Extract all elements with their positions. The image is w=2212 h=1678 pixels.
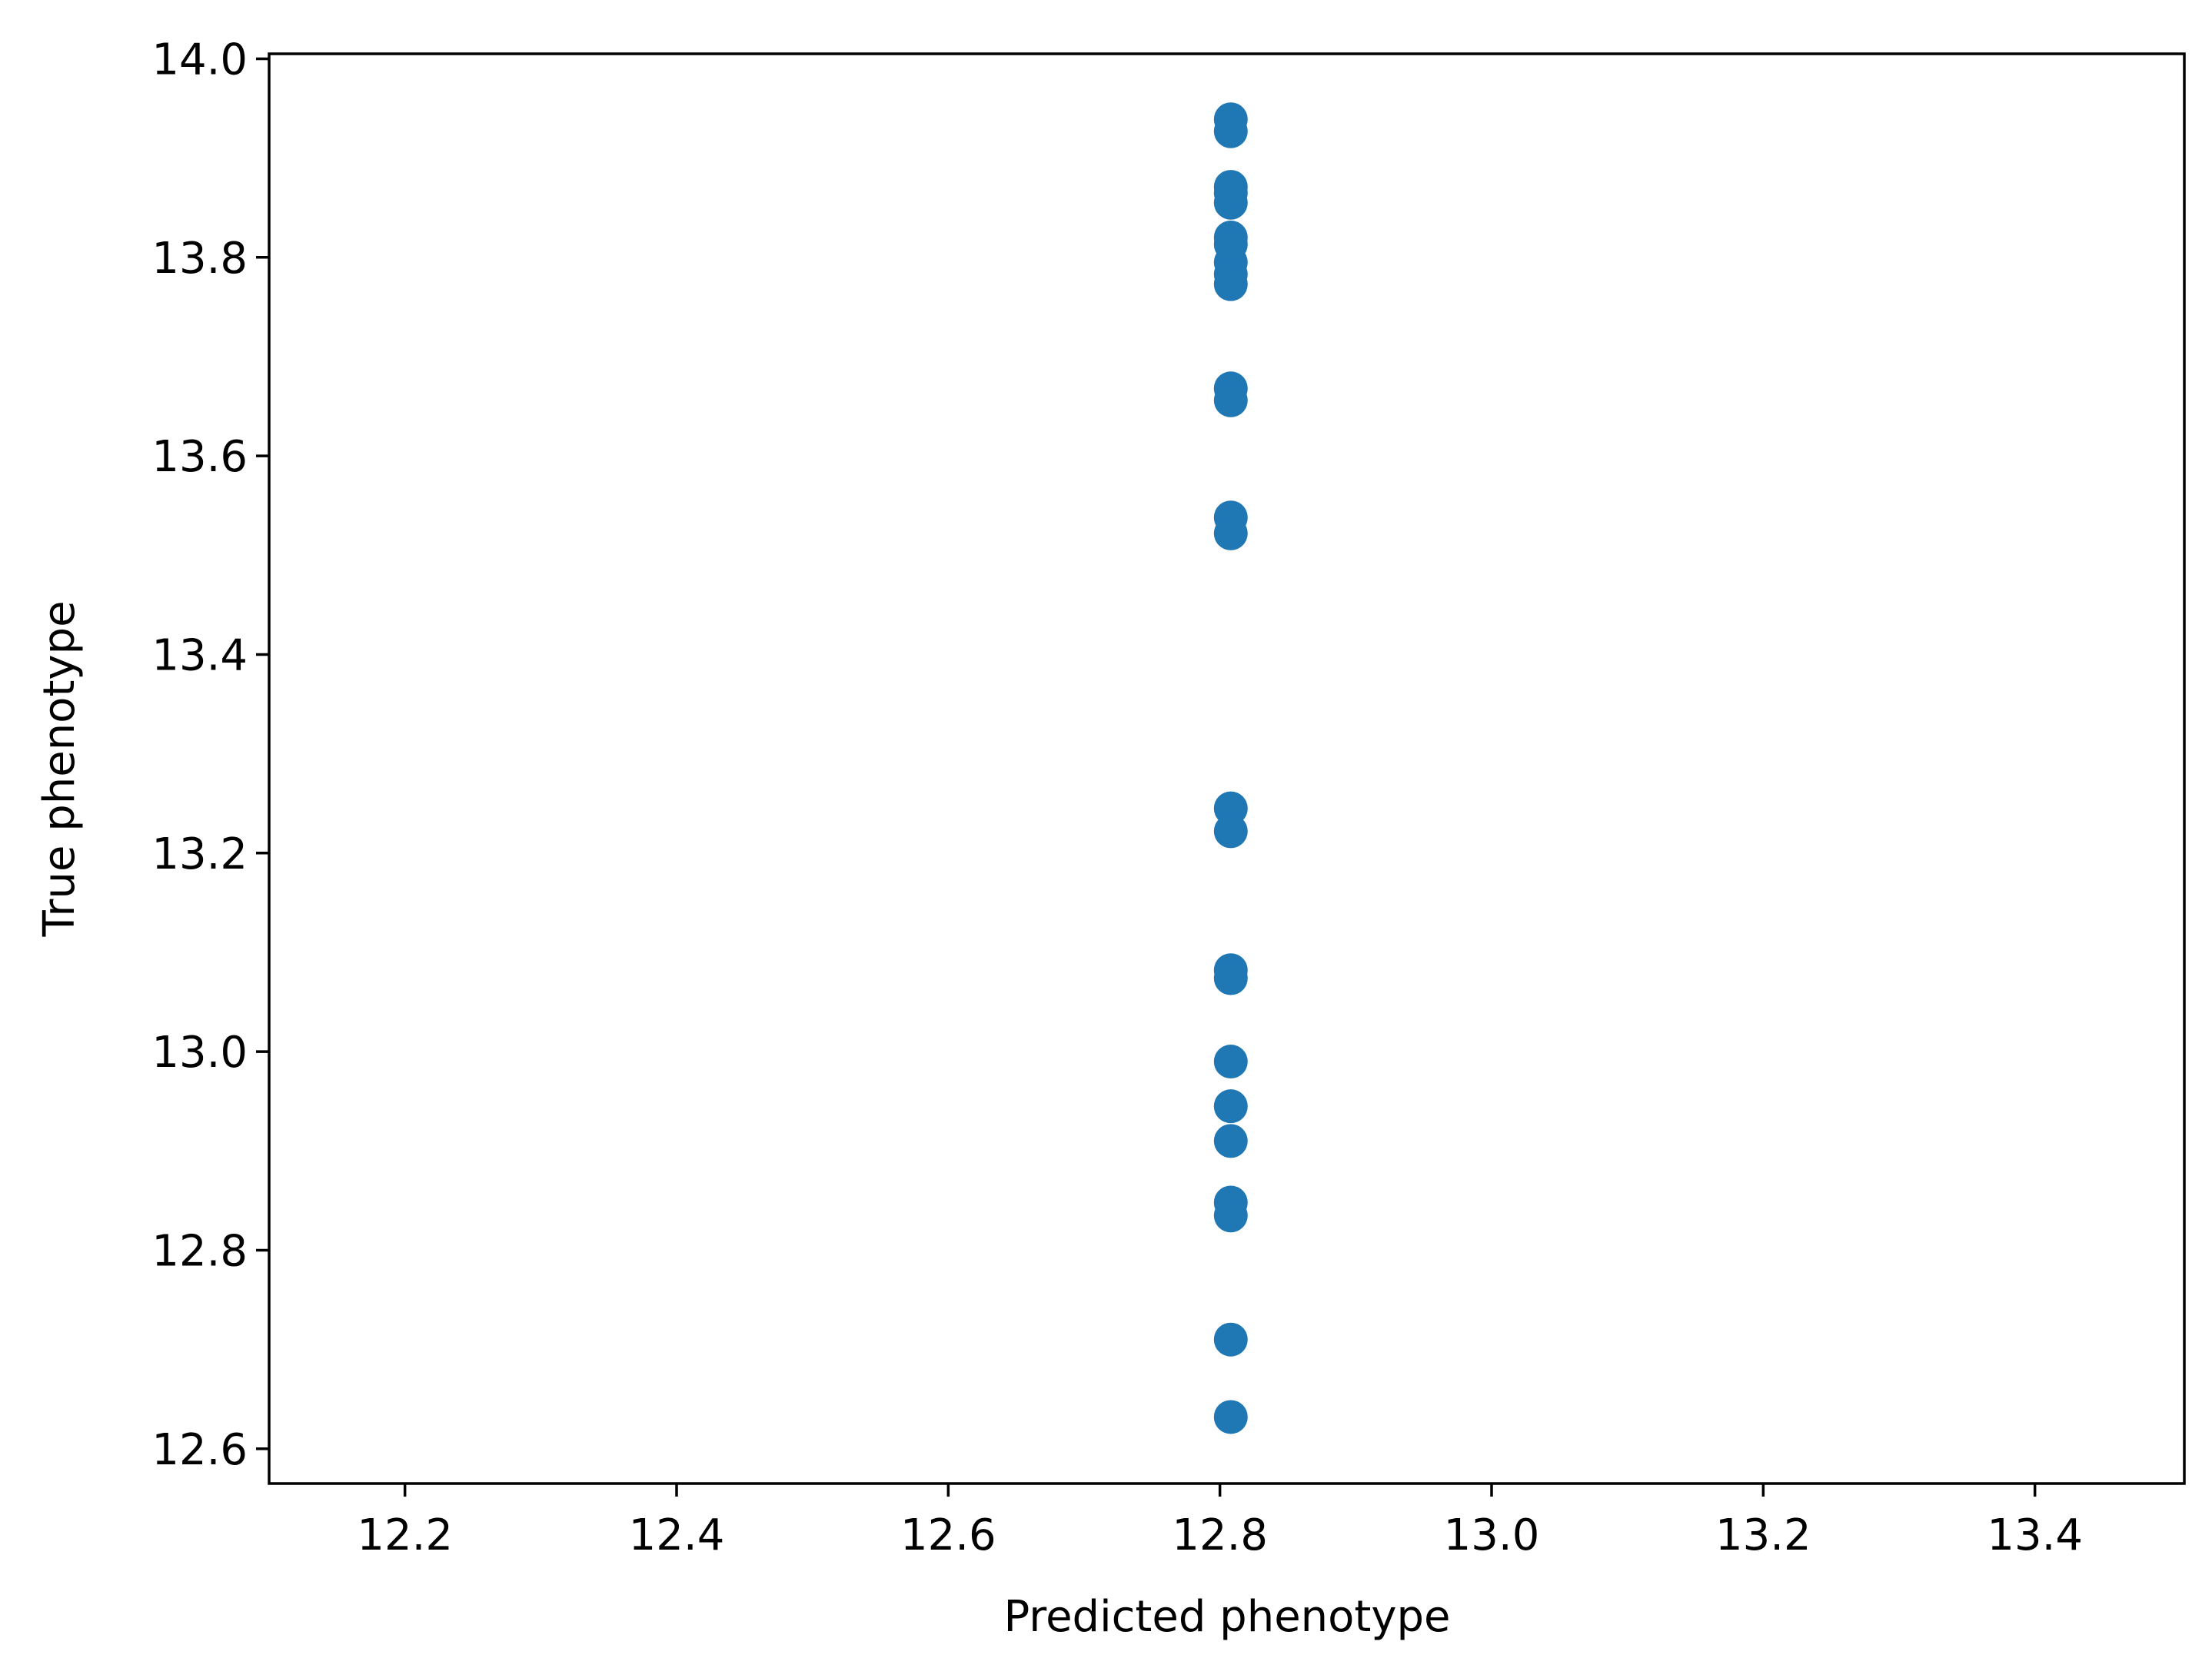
- x-axis-label: Predicted phenotype: [1003, 1592, 1450, 1642]
- data-point: [1213, 228, 1248, 261]
- x-tick-label: 13.2: [1715, 1510, 1811, 1560]
- y-axis-ticks: 12.6 12.8 13.0 13.2 13.4 13.6 13.8 14.0: [151, 35, 269, 1475]
- x-tick-label: 12.8: [1172, 1510, 1268, 1560]
- data-point: [1213, 114, 1248, 148]
- y-tick-label: 13.4: [151, 630, 248, 680]
- data-point: [1213, 383, 1248, 417]
- y-axis-label: True phenotype: [35, 600, 85, 937]
- data-point: [1213, 516, 1248, 550]
- y-tick-label: 13.6: [151, 432, 248, 482]
- data-point: [1213, 1322, 1248, 1357]
- y-tick-label: 13.2: [151, 829, 248, 879]
- data-point: [1213, 1045, 1248, 1079]
- data-point: [1213, 1400, 1248, 1434]
- x-tick-label: 12.2: [357, 1510, 453, 1560]
- y-tick-label: 12.8: [151, 1226, 248, 1276]
- data-point: [1213, 1124, 1248, 1158]
- data-point: [1213, 1089, 1248, 1124]
- data-point: [1213, 1198, 1248, 1233]
- x-axis-ticks: 12.2 12.4 12.6 12.8 13.0 13.2 13.4: [357, 1484, 2083, 1560]
- x-tick-label: 12.6: [900, 1510, 996, 1560]
- data-point: [1213, 961, 1248, 995]
- y-tick-label: 12.6: [151, 1425, 248, 1475]
- x-tick-label: 13.4: [1987, 1510, 2083, 1560]
- plot-frame: [268, 52, 2186, 1485]
- data-point: [1213, 175, 1248, 210]
- y-tick-label: 14.0: [151, 35, 248, 85]
- points-layer: [1213, 102, 1248, 1434]
- x-tick-label: 13.0: [1444, 1510, 1540, 1560]
- data-point: [1213, 267, 1248, 301]
- y-tick-label: 13.8: [151, 234, 248, 284]
- data-point: [1213, 814, 1248, 849]
- x-tick-label: 12.4: [629, 1510, 725, 1560]
- y-tick-label: 13.0: [151, 1028, 248, 1078]
